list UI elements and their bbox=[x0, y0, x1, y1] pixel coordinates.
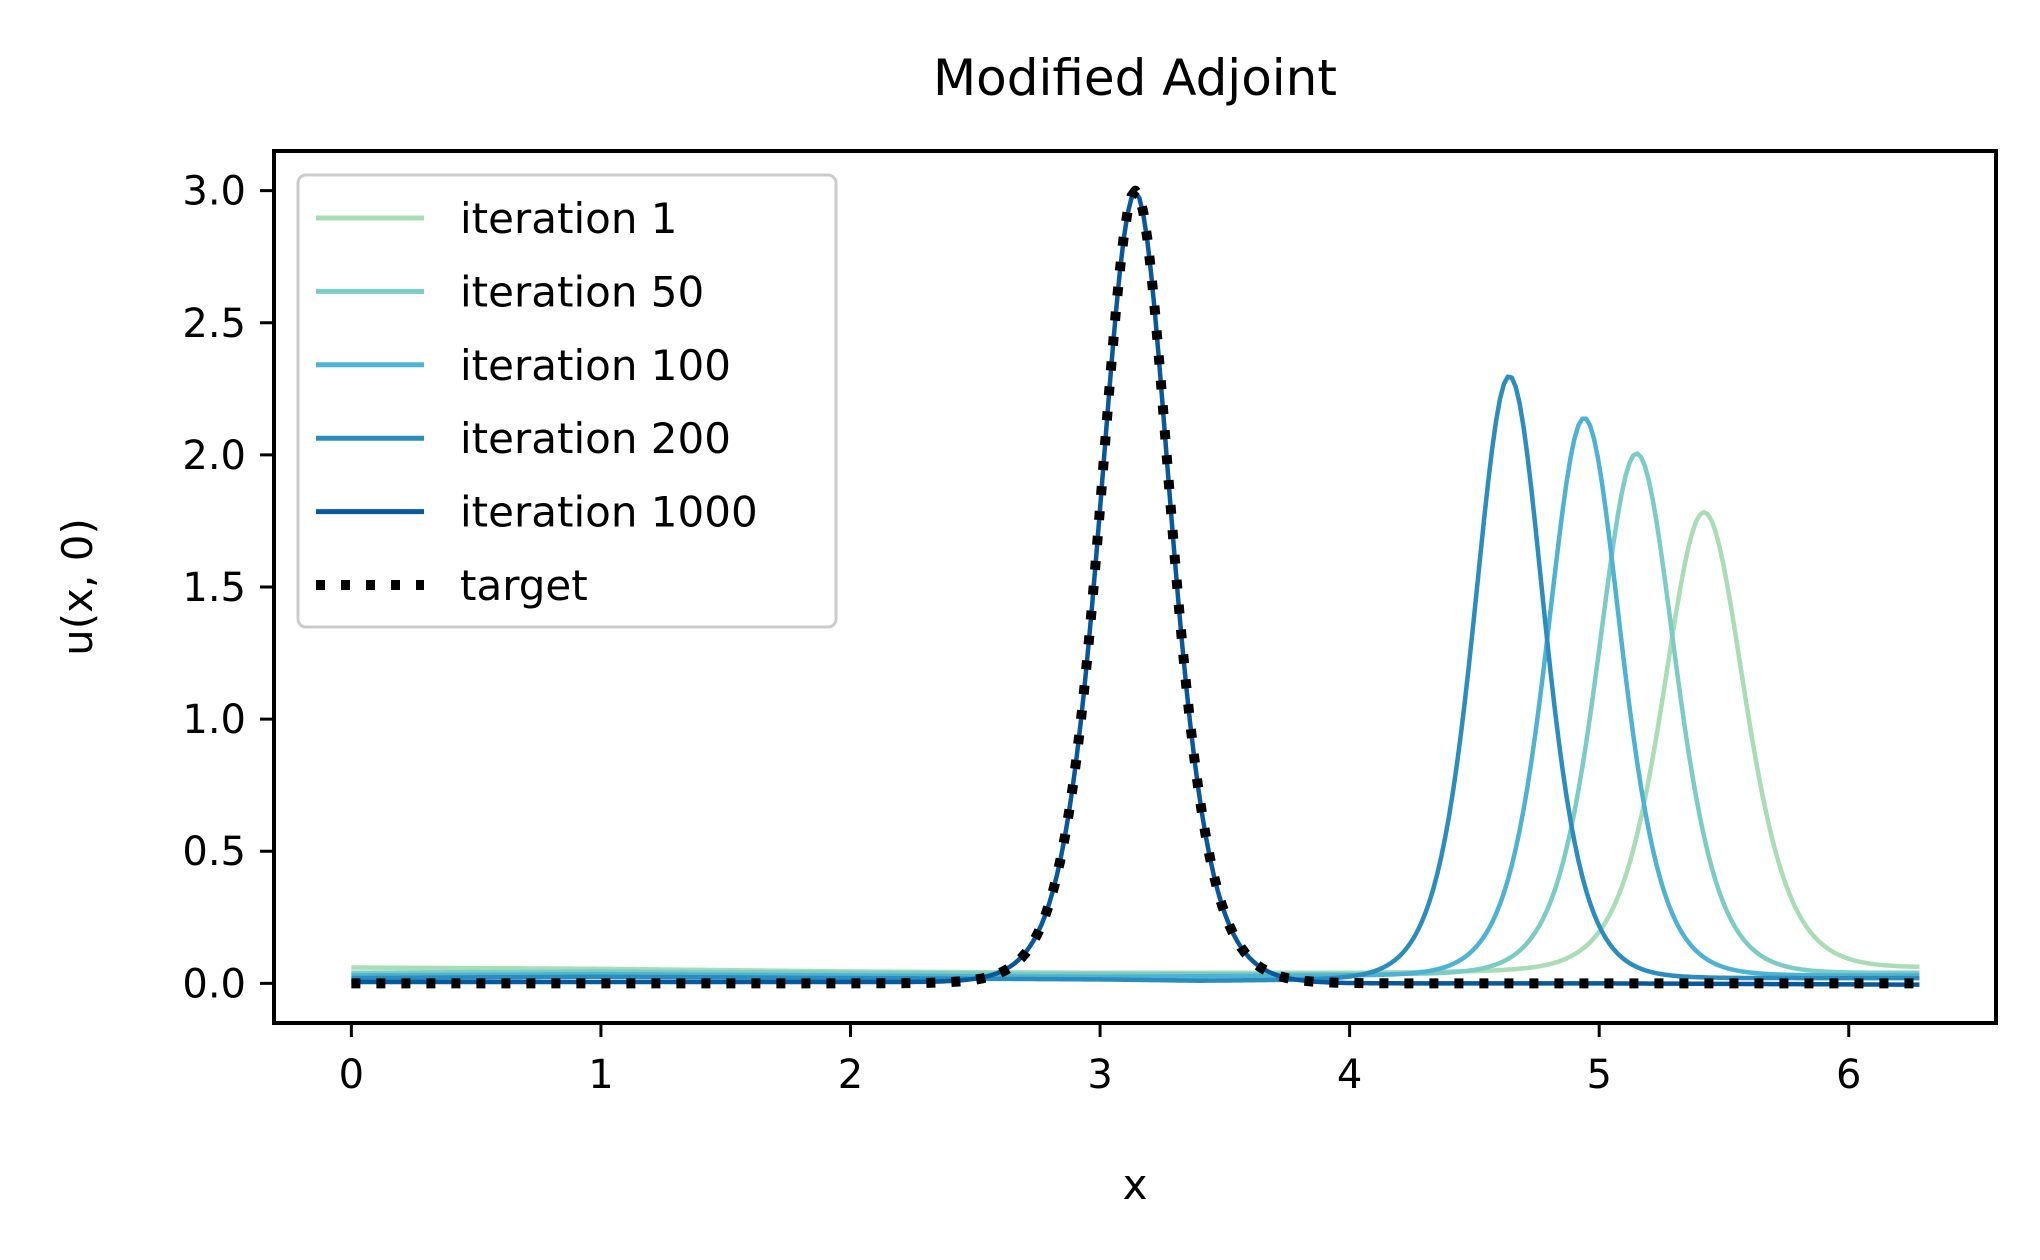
y-tick-label: 0.0 bbox=[182, 961, 246, 1007]
x-tick-label: 2 bbox=[838, 1052, 863, 1098]
x-axis-label: x bbox=[1123, 1160, 1148, 1209]
legend-label-3: iteration 200 bbox=[460, 414, 731, 463]
y-tick-label: 2.0 bbox=[182, 433, 246, 479]
legend-label-0: iteration 1 bbox=[460, 194, 678, 243]
x-tick-label: 5 bbox=[1586, 1052, 1611, 1098]
y-axis-ticks: 0.0 0.5 1.0 1.5 2.0 2.5 3.0 bbox=[182, 169, 274, 1007]
series-line-1 bbox=[351, 451, 1920, 977]
x-tick-label: 6 bbox=[1836, 1052, 1861, 1098]
legend-label-2: iteration 100 bbox=[460, 341, 731, 390]
chart-title: Modified Adjoint bbox=[933, 49, 1337, 107]
y-tick-label: 0.5 bbox=[182, 829, 246, 875]
y-tick-label: 1.0 bbox=[182, 697, 246, 743]
x-tick-label: 4 bbox=[1337, 1052, 1362, 1098]
plot-lines bbox=[350, 185, 1921, 989]
legend-box bbox=[296, 173, 838, 629]
series-line-5 bbox=[350, 185, 1921, 989]
y-tick-label: 2.5 bbox=[182, 301, 246, 347]
y-axis-label: u(x, 0) bbox=[53, 518, 102, 656]
legend-label-1: iteration 50 bbox=[460, 267, 704, 316]
y-tick-label: 3.0 bbox=[182, 169, 246, 215]
x-axis-ticks: 0 1 2 3 4 5 6 bbox=[339, 1023, 1861, 1098]
x-tick-label: 1 bbox=[588, 1052, 613, 1098]
legend-label-4: iteration 1000 bbox=[460, 488, 758, 537]
legend-label-5: target bbox=[460, 561, 588, 610]
y-tick-label: 1.5 bbox=[182, 565, 246, 611]
series-line-2 bbox=[351, 416, 1920, 980]
x-tick-label: 0 bbox=[339, 1052, 364, 1098]
series-line-3 bbox=[351, 374, 1920, 983]
x-tick-label: 3 bbox=[1087, 1052, 1112, 1098]
legend: iteration 1 iteration 50 iteration 100 iter… bbox=[296, 173, 838, 629]
